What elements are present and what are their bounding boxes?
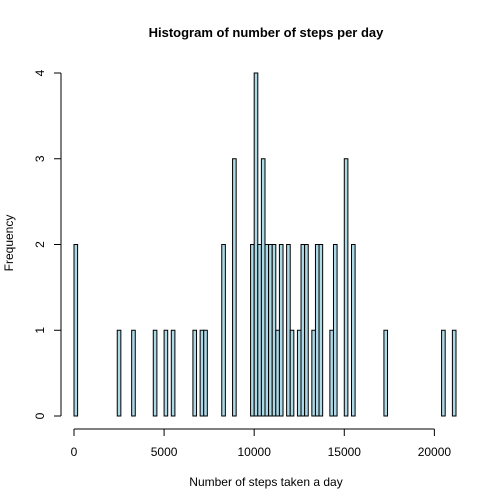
- bars-group: [73, 72, 457, 417]
- histogram-bar: [275, 329, 280, 417]
- histogram-bar: [314, 244, 320, 417]
- histogram-bar: [318, 244, 324, 417]
- histogram-bar: [286, 244, 291, 417]
- x-axis-label: Number of steps taken a day: [189, 475, 342, 489]
- histogram-bar: [131, 329, 136, 417]
- histogram-bar: [329, 329, 334, 417]
- histogram-bar: [311, 329, 316, 417]
- histogram-bar: [300, 244, 306, 417]
- histogram-bar: [163, 329, 169, 417]
- x-tick-label: 20000: [418, 445, 452, 459]
- histogram-bar: [192, 329, 198, 417]
- histogram-bar: [73, 244, 79, 417]
- x-tick-label: 0: [71, 445, 78, 459]
- histogram-bar: [260, 158, 266, 417]
- histogram-bar: [383, 329, 389, 417]
- y-tick-label: 0: [33, 412, 47, 419]
- x-tick-label: 15000: [328, 445, 362, 459]
- x-tick-label: 5000: [151, 445, 178, 459]
- histogram-bar: [232, 158, 237, 417]
- histogram-bar: [257, 244, 262, 417]
- y-tick-label: 2: [33, 241, 47, 248]
- x-tick-label: 10000: [238, 445, 272, 459]
- x-axis: 0 5000 10000 15000 20000: [71, 428, 452, 459]
- histogram-bar: [296, 329, 302, 417]
- y-tick-label: 4: [33, 69, 47, 76]
- histogram-bar: [203, 329, 208, 417]
- histogram-bar: [304, 244, 309, 417]
- chart-title: Histogram of number of steps per day: [149, 25, 385, 40]
- histogram-bar: [250, 244, 255, 417]
- y-tick-label: 1: [33, 327, 47, 334]
- histogram-bar: [264, 244, 270, 417]
- y-axis-label: Frequency: [2, 215, 16, 272]
- histogram-bar: [116, 329, 122, 417]
- y-axis: 0 1 2 3 4: [33, 69, 62, 419]
- histogram-bar: [350, 244, 356, 417]
- histogram-bar: [221, 244, 226, 417]
- histogram-bar: [278, 244, 284, 417]
- histogram-bar: [253, 72, 259, 417]
- histogram-bar: [451, 329, 457, 417]
- histogram-bar: [170, 329, 176, 417]
- histogram-bar: [343, 158, 349, 417]
- histogram-bar: [271, 244, 277, 417]
- histogram-bar: [332, 244, 338, 417]
- y-tick-label: 3: [33, 155, 47, 162]
- histogram-bar: [268, 244, 273, 417]
- histogram-bar: [289, 329, 295, 417]
- histogram-bar: [441, 329, 446, 417]
- histogram-bar: [152, 329, 158, 417]
- histogram-bar: [199, 329, 205, 417]
